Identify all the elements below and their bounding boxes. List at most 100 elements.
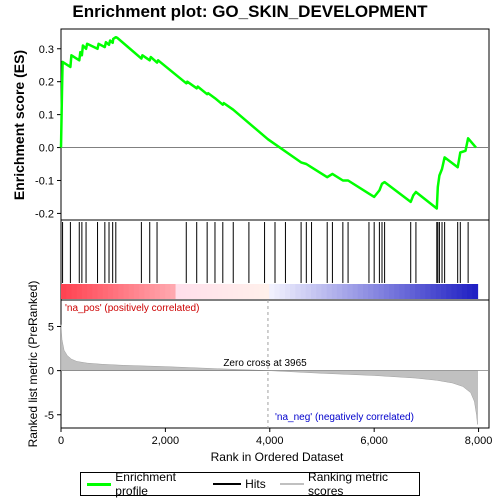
heatbar-segment <box>139 284 145 299</box>
heatbar-segment <box>305 284 312 299</box>
es-axis-label: Enrichment score (ES) <box>11 50 27 200</box>
legend-swatch-black <box>213 483 242 485</box>
metric-ytick-label: 0 <box>48 366 54 378</box>
hits-layer <box>62 222 469 283</box>
legend-item-ranking-metric: Ranking metric scores <box>279 470 411 498</box>
heatbar-segment <box>326 284 333 299</box>
heatbar-segment <box>232 284 239 299</box>
heatbar-segment <box>389 284 395 299</box>
heatbar-segment <box>154 284 161 299</box>
heatbar-segment <box>253 284 260 299</box>
heatbar-segment <box>357 284 364 299</box>
x-tick-label: 0 <box>58 435 64 447</box>
heatbar-segment <box>399 284 406 299</box>
heatbar-segment <box>409 284 416 299</box>
heatbar-segment <box>461 284 468 299</box>
heatbar-segment <box>284 284 291 299</box>
heatbar-segment <box>383 284 390 299</box>
heatbar-segment <box>248 284 255 299</box>
heatbar-segment <box>206 284 213 299</box>
legend-label: Enrichment profile <box>115 470 176 498</box>
heatbar-segment <box>290 284 296 299</box>
heatbar-segment <box>394 284 401 299</box>
heatbar-segment <box>165 284 171 299</box>
es-ytick-label: -0.1 <box>35 175 54 187</box>
heatbar-segment <box>264 284 270 299</box>
heatbar-segment <box>107 284 114 299</box>
metric-ytick-label: -5 <box>44 410 54 422</box>
enrichment-profile-line <box>59 35 477 210</box>
x-tick-label: 8,000 <box>465 435 493 447</box>
heatbar-segment <box>300 284 307 299</box>
x-axis-label: Rank in Ordered Dataset <box>211 450 344 464</box>
negative-correlation-label: 'na_neg' (negatively correlated) <box>275 412 414 423</box>
heatbar-segment <box>310 284 317 299</box>
heatbar-segment <box>420 284 427 299</box>
heatbar-segment <box>71 284 78 299</box>
heatbar-segment <box>441 284 447 299</box>
es-panel-frame <box>60 28 490 221</box>
zero-cross-label: Zero cross at 3965 <box>223 358 307 369</box>
heatbar-segment <box>113 284 119 299</box>
metric-axis-label: Ranked list metric (PreRanked) <box>26 281 40 448</box>
heatbar-segment <box>274 284 281 299</box>
heatbar-segment <box>180 284 187 299</box>
heatbar-segment <box>87 284 93 299</box>
heatbar-segment <box>404 284 411 299</box>
heatbar-segment <box>61 284 67 299</box>
heatbar-segment <box>175 284 182 299</box>
heatbar-segment <box>243 284 250 299</box>
legend: Enrichment profile Hits Ranking metric s… <box>80 470 420 498</box>
heatbar-segment <box>66 284 73 299</box>
heatbar-segment <box>201 284 208 299</box>
heatbar-segment <box>342 284 348 299</box>
heatbar-segment <box>378 284 385 299</box>
ranking-metric-area <box>60 324 478 425</box>
heatbar-segment <box>331 284 338 299</box>
heatbar-segment <box>133 284 140 299</box>
x-tick-label: 2,000 <box>152 435 180 447</box>
heatbar-segment <box>196 284 203 299</box>
heatbar-segment <box>76 284 83 299</box>
heatbar-segment <box>446 284 453 299</box>
metric-layer: -5 0 5 0 2,000 4,000 6,000 8,000 <box>44 300 492 447</box>
heatbar-segment <box>128 284 135 299</box>
heatbar-segment <box>316 284 322 299</box>
heatbar-segment <box>217 284 224 299</box>
heatbar-segment <box>269 284 276 299</box>
legend-swatch-green <box>87 482 112 486</box>
es-ytick-label: 0.2 <box>39 77 54 89</box>
heatbar-segment <box>373 284 380 299</box>
heatbar-segment <box>467 284 473 299</box>
heatbar-segment <box>81 284 88 299</box>
legend-item-hits: Hits <box>213 477 266 491</box>
x-tick-label: 6,000 <box>360 435 388 447</box>
heatbar-segment <box>238 284 244 299</box>
es-ytick-label: -0.2 <box>35 208 54 220</box>
legend-item-enrichment-profile: Enrichment profile <box>87 470 199 498</box>
heatbar-segment <box>368 284 374 299</box>
heatbar-segment <box>347 284 354 299</box>
legend-label: Hits <box>245 477 266 491</box>
heatbar-segment <box>144 284 151 299</box>
legend-swatch-gray <box>279 483 305 485</box>
heatbar-segment <box>451 284 458 299</box>
chart-title: Enrichment plot: GO_SKIN_DEVELOPMENT <box>72 2 428 21</box>
heatbar-segment <box>352 284 359 299</box>
heatbar-segment <box>472 284 479 299</box>
positive-correlation-label: 'na_pos' (positively correlated) <box>65 303 199 314</box>
heatbar-segment <box>118 284 125 299</box>
heatbar-segment <box>191 284 197 299</box>
heatbar-segment <box>149 284 156 299</box>
es-ytick-label: 0.1 <box>39 110 54 122</box>
heatbar-segment <box>159 284 166 299</box>
heatbar-segment <box>456 284 463 299</box>
heatbar-segment <box>102 284 109 299</box>
heatbar-segment <box>425 284 432 299</box>
heatbar-segment <box>321 284 328 299</box>
heatbar-segment <box>185 284 192 299</box>
heatbar-segment <box>211 284 218 299</box>
x-tick-label: 4,000 <box>256 435 284 447</box>
heatbar-segment <box>435 284 442 299</box>
